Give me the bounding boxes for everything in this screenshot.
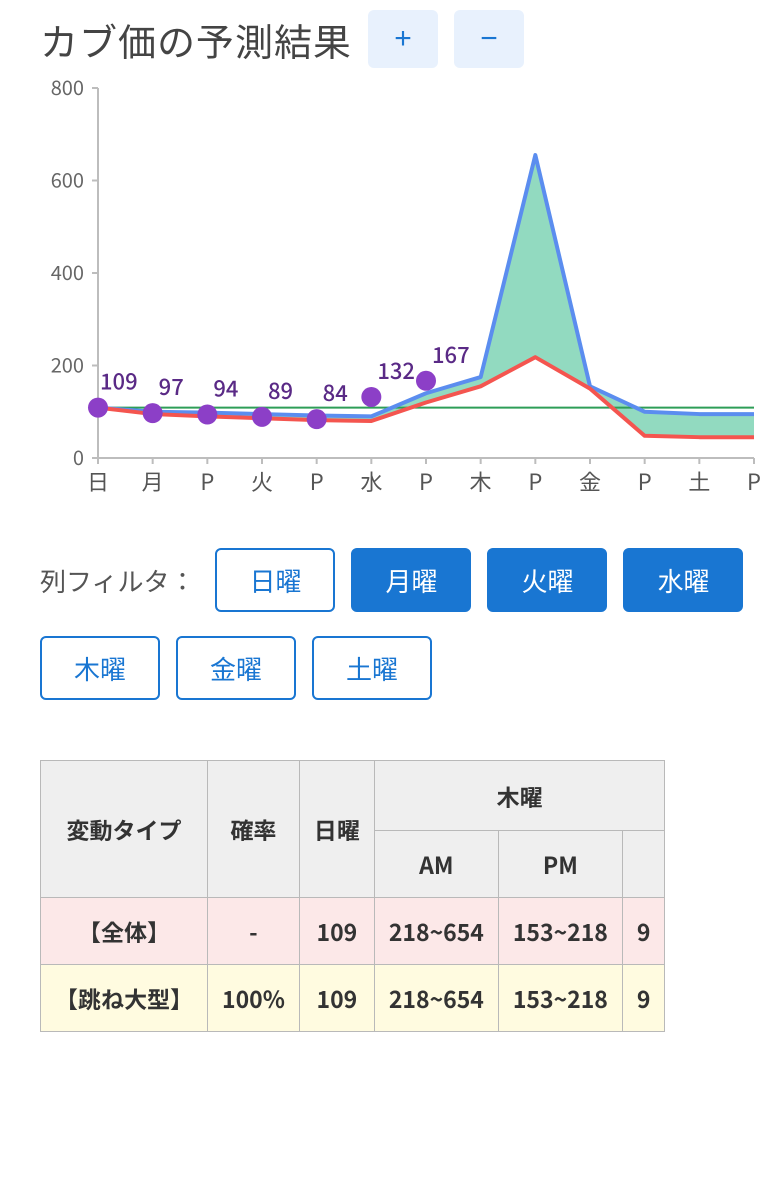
col-変動タイプ: 変動タイプ [41, 761, 208, 898]
svg-text:木: 木 [470, 465, 492, 497]
subcol-PM: PM [498, 831, 622, 898]
cell: 9 [622, 965, 665, 1032]
cell: 100% [208, 965, 300, 1032]
svg-text:94: 94 [213, 372, 238, 404]
svg-text:P: P [200, 465, 214, 497]
svg-text:167: 167 [432, 338, 470, 370]
col-確率: 確率 [208, 761, 300, 898]
svg-text:P: P [419, 465, 433, 497]
svg-text:109: 109 [100, 365, 138, 397]
filter-月曜[interactable]: 月曜 [351, 548, 471, 612]
svg-text:97: 97 [159, 370, 184, 402]
filter-日曜[interactable]: 日曜 [215, 548, 335, 612]
price-chart: 0 200 400 600 800 日 月 P 火 P 水 P 木 P 金 P 土 P 109 97 94 89 84 132… [10, 78, 764, 518]
svg-text:火: 火 [251, 465, 273, 497]
svg-text:水: 水 [360, 465, 382, 497]
svg-text:土: 土 [688, 465, 710, 497]
svg-text:600: 600 [51, 165, 84, 194]
svg-text:P: P [638, 465, 652, 497]
svg-text:400: 400 [51, 257, 84, 286]
filter-火曜[interactable]: 火曜 [487, 548, 607, 612]
zoom-in-button[interactable]: + [368, 10, 438, 68]
prediction-table: 変動タイプ確率日曜木曜 AMPM 【全体】-109218~654153~2189… [40, 760, 665, 1032]
cell: 109 [299, 898, 374, 965]
zoom-out-button[interactable]: − [454, 10, 524, 68]
svg-text:日: 日 [87, 465, 109, 497]
svg-text:132: 132 [377, 354, 415, 386]
cell: 153~218 [498, 898, 622, 965]
cell: - [208, 898, 300, 965]
svg-text:0: 0 [73, 442, 84, 471]
svg-text:84: 84 [323, 376, 348, 408]
svg-text:金: 金 [579, 465, 601, 497]
col-日曜: 日曜 [299, 761, 374, 898]
cell: 218~654 [374, 898, 498, 965]
cell: 153~218 [498, 965, 622, 1032]
cell: 9 [622, 898, 665, 965]
filter-金曜[interactable]: 金曜 [176, 636, 296, 700]
svg-text:200: 200 [51, 350, 84, 379]
subcol-AM: AM [374, 831, 498, 898]
filter-土曜[interactable]: 土曜 [312, 636, 432, 700]
filter-木曜[interactable]: 木曜 [40, 636, 160, 700]
svg-text:89: 89 [268, 374, 293, 406]
column-filter-group: 列フィルタ： 日曜月曜火曜水曜木曜金曜土曜 [0, 518, 774, 730]
svg-text:P: P [310, 465, 324, 497]
cell: 【全体】 [41, 898, 208, 965]
col-group-thursday: 木曜 [374, 761, 665, 831]
page-title: カブ価の予測結果 [40, 12, 352, 67]
filter-水曜[interactable]: 水曜 [623, 548, 743, 612]
svg-text:800: 800 [51, 78, 84, 101]
svg-text:P: P [528, 465, 542, 497]
svg-text:月: 月 [142, 465, 164, 497]
svg-text:P: P [747, 465, 761, 497]
filter-label: 列フィルタ： [40, 562, 195, 599]
cell: 109 [299, 965, 374, 1032]
cell: 【跳ね大型】 [41, 965, 208, 1032]
cell: 218~654 [374, 965, 498, 1032]
